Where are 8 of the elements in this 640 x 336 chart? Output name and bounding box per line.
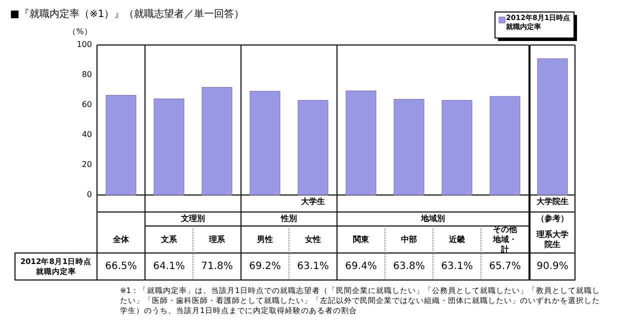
annotation: 大学院生 xyxy=(536,197,570,207)
title: ■『就職内定率（※1）』（就職志望者／単一回答） xyxy=(10,8,246,22)
annotation: （参考） xyxy=(536,214,570,224)
annotation: 性別 xyxy=(280,214,298,224)
ylabel: （%） xyxy=(67,27,93,37)
annotation: 地域別 xyxy=(420,214,446,224)
annotation: 大学生 xyxy=(300,197,326,207)
annotation: 文理別 xyxy=(180,214,206,224)
